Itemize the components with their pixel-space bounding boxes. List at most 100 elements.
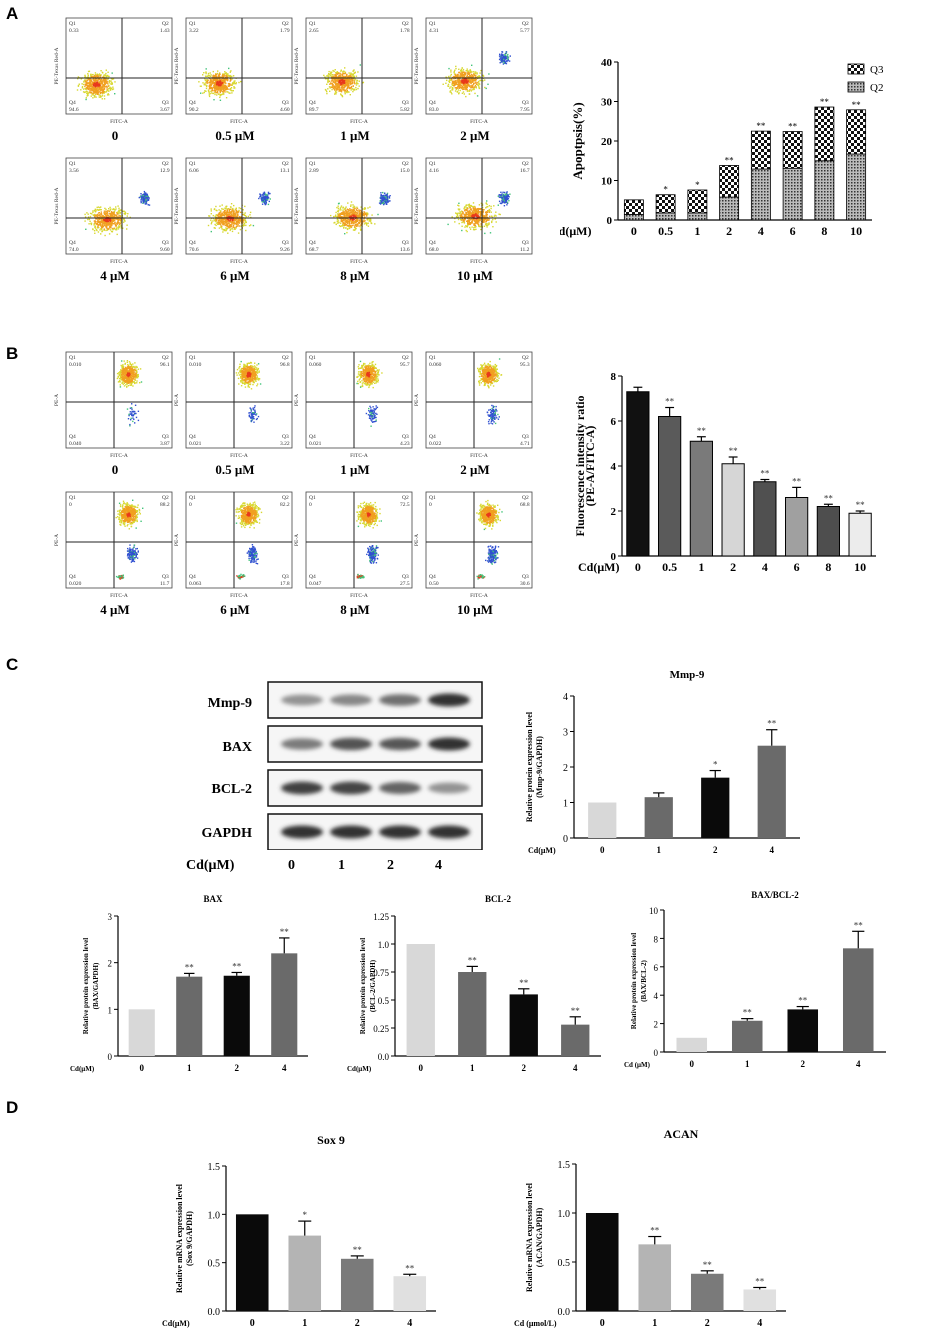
flow-dot [231,78,233,80]
flow-dot [144,201,146,203]
flow-dot [468,78,470,81]
flow-dot [501,197,504,200]
flow-dot [365,223,368,225]
flow-dot [360,218,362,221]
flow-dot [461,82,463,84]
flow-dot [94,82,96,84]
flow-dot [212,220,214,222]
flow-dot [483,220,485,222]
flow-frame [65,157,173,255]
flow-dot [491,216,494,218]
flow-dot [462,91,465,93]
flow-dot [448,67,450,70]
flow-dot [106,225,108,228]
flow-dot [348,77,350,80]
flow-dot [215,222,218,224]
flow-dot [360,217,362,220]
flow-dot [356,220,359,222]
flow-dot [225,227,227,229]
flow-dot [504,196,506,198]
flow-dot [224,88,227,91]
flow-dot [106,81,108,83]
flow-dot [350,216,352,218]
flow-dot [467,221,469,223]
flow-dot [451,89,453,91]
flow-dot [343,90,346,92]
flow-dot [482,211,484,214]
flow-dot [106,219,108,222]
flow-dot [326,90,328,93]
flow-dot [462,211,464,213]
flow-dot [456,74,458,76]
flow-dot [466,75,468,78]
flow-dot [226,88,228,91]
flow-dot [465,205,467,207]
flow-dot [225,97,228,99]
flow-dot [237,225,239,227]
flow-dot [478,204,481,206]
flow-dot [504,199,507,201]
flow-dot [456,212,458,215]
flow-dot [244,218,246,220]
flow-dot [110,80,112,82]
flow-dot [212,90,214,92]
flow-dot [89,220,91,222]
flow-dot [389,200,391,202]
flow-dot [467,83,469,86]
flow-dot [348,85,350,87]
flow-dot [232,218,235,220]
flow-dot [231,83,234,85]
flow-dot [214,82,217,84]
quadrant-name: Q1 [429,21,436,27]
flow-dot [500,194,502,196]
flow-dot [350,76,353,79]
flow-dot [97,221,99,223]
flow-dot [360,215,362,218]
flow-dot [222,73,224,76]
flow-dot [490,205,492,208]
flow-dot [341,85,343,87]
flow-dot [224,216,227,219]
flow-dot [106,217,108,220]
flow-dot [500,59,502,62]
flow-dot [98,214,100,217]
quadrant-value: 3.67 [160,107,170,113]
flow-dot [243,222,246,225]
flow-dot [126,224,128,226]
flow-dot [117,216,119,218]
flow-dot [111,214,114,217]
flow-dot [336,85,338,87]
flow-dot [331,86,333,89]
flow-dot [350,211,353,214]
flow-dot [123,221,125,223]
flow-dot [353,69,355,71]
flow-dot [101,93,104,95]
flow-dot [109,216,112,218]
flow-dot [466,86,468,89]
flow-dot [455,67,457,70]
flow-dot [458,68,460,70]
flow-dot [94,80,96,82]
flow-dot [226,79,228,81]
flow-dot [267,192,270,195]
flow-dot [347,78,349,81]
flow-dot [457,89,459,91]
flow-dot [450,79,452,81]
flow-dot [387,201,389,203]
flow-dot [227,75,229,77]
flow-dot [93,91,95,93]
flow-dot [104,207,106,210]
flow-dot [110,230,113,233]
flow-dot [335,83,338,85]
flow-dot [232,215,234,217]
flow-dot [466,88,468,91]
quadrant-value: 90.2 [189,107,199,113]
flow-dot [449,91,451,93]
flow-dot [96,82,98,84]
flow-dot [482,221,484,223]
flow-dot [467,79,469,82]
flow-dot [473,227,475,229]
flow-dot [94,225,96,228]
flow-dot [236,220,238,223]
flow-dot [265,201,267,204]
